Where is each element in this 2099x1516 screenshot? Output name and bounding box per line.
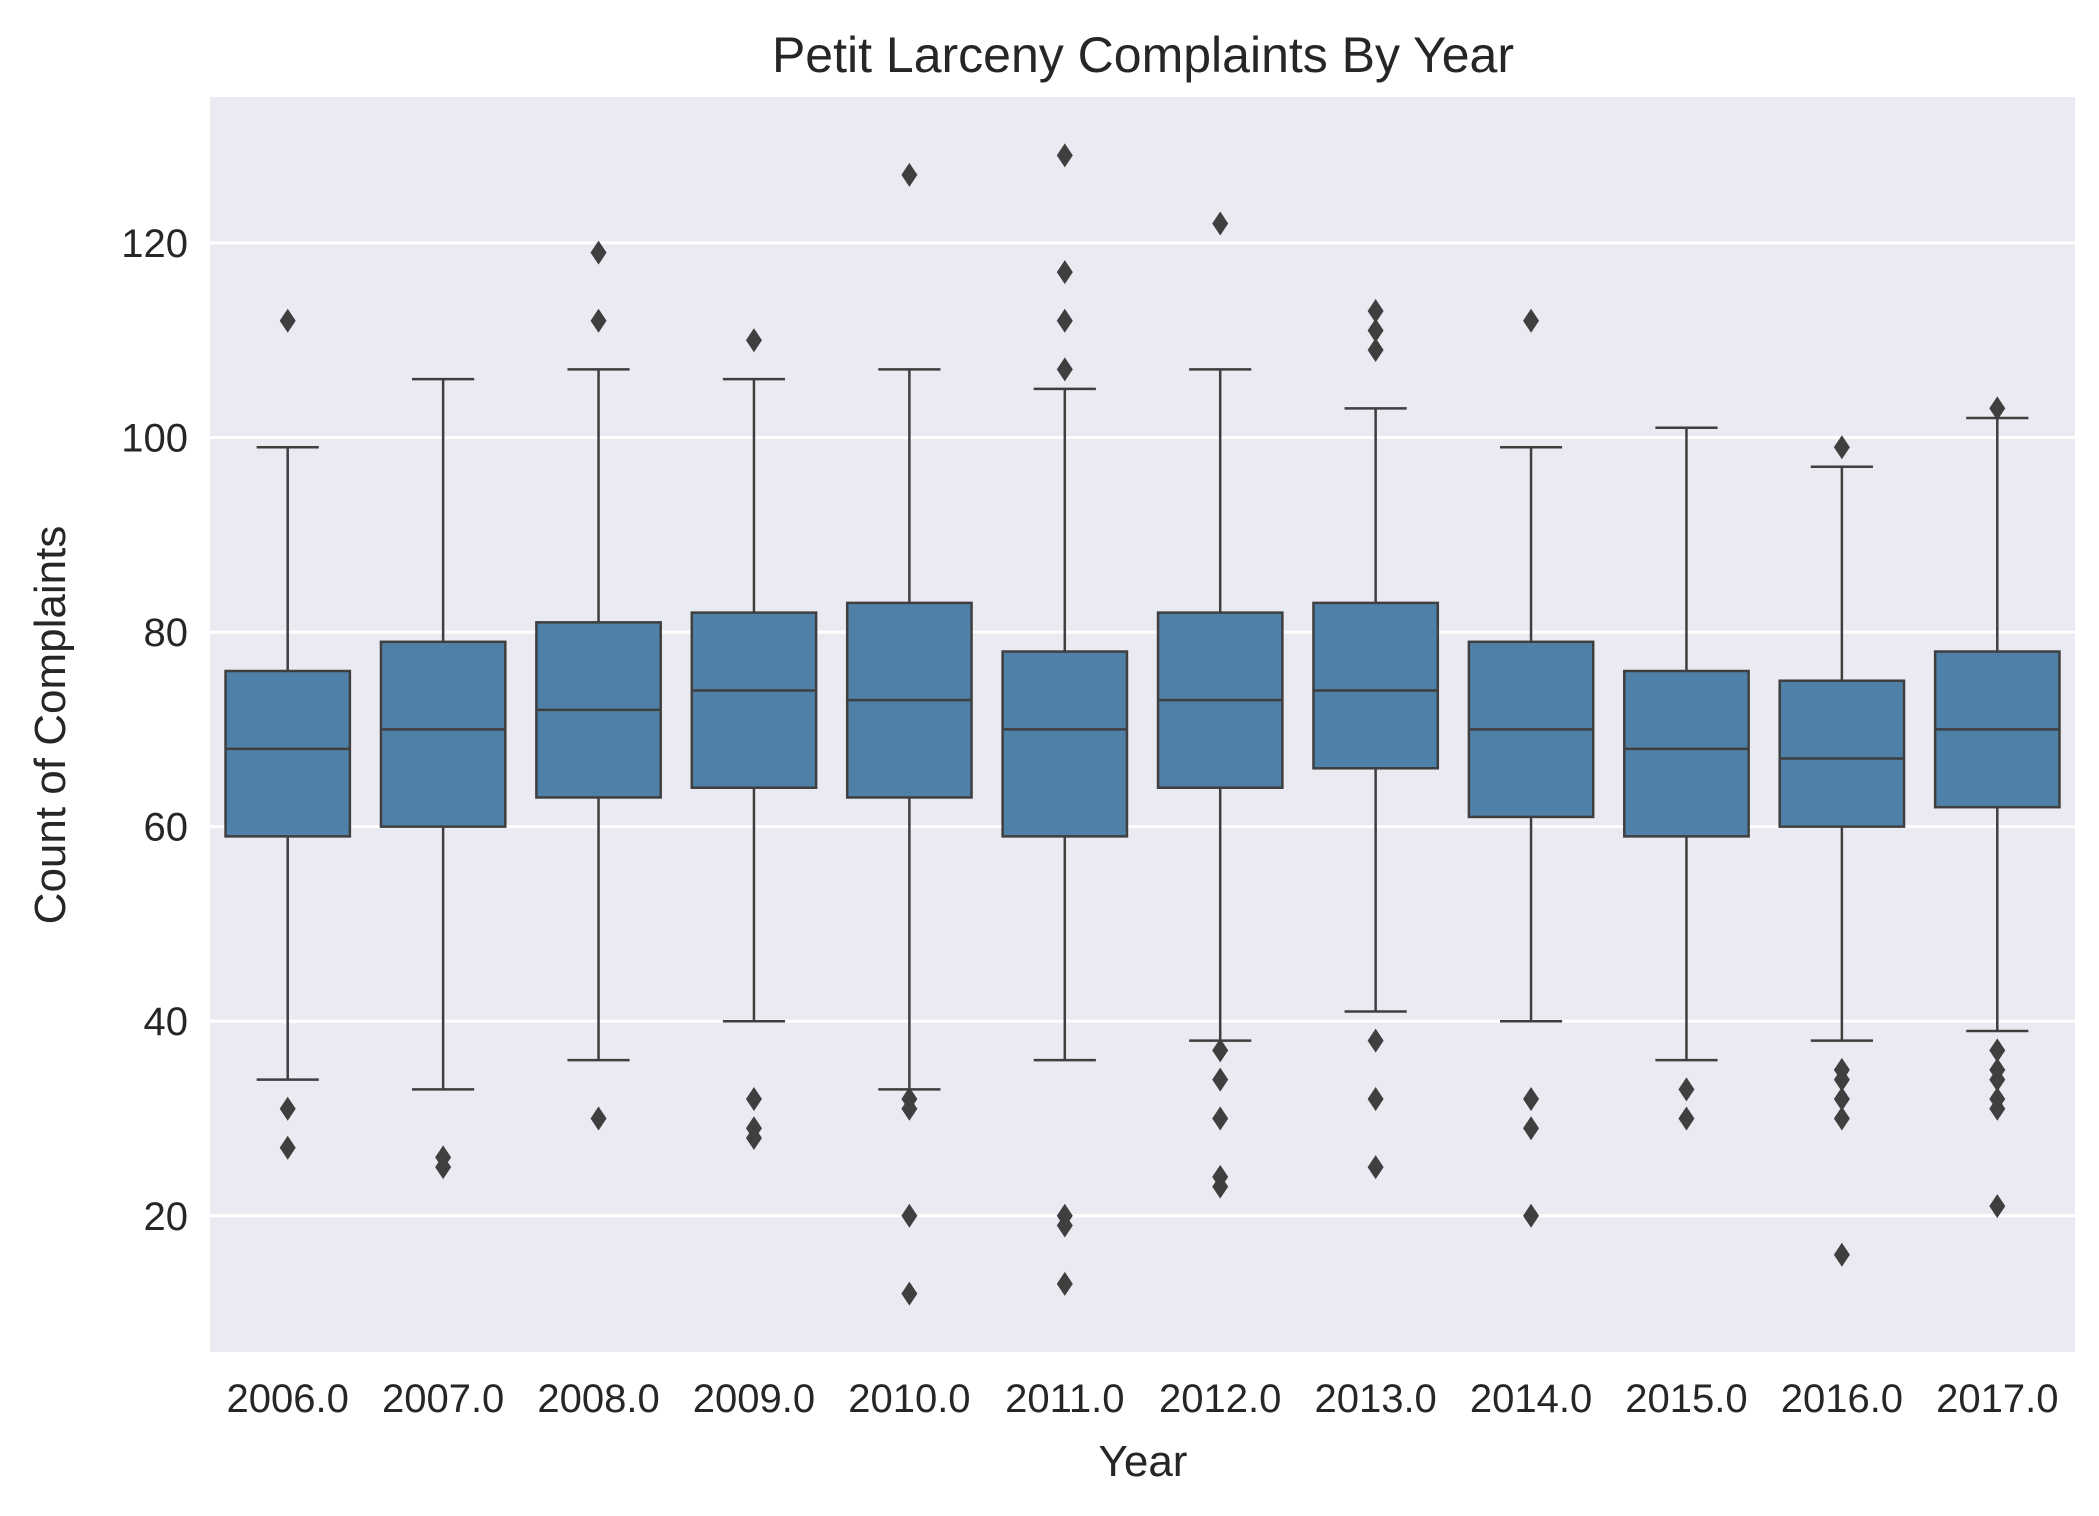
outlier-point: [1367, 1087, 1384, 1112]
outlier-point: [1989, 1067, 2006, 1092]
box-2016.0: [1778, 435, 1906, 1267]
box-2006.0: [224, 308, 352, 1160]
box-iqr: [224, 669, 352, 838]
outlier-point: [745, 1087, 762, 1112]
outlier-point: [1989, 1038, 2006, 1063]
outlier-point: [1833, 1106, 1850, 1131]
grid-lines: [210, 241, 2075, 1218]
outlier-point: [1833, 1242, 1850, 1267]
outlier-point: [1678, 1106, 1695, 1131]
y-tick-label: 60: [144, 806, 189, 850]
outlier-point: [1989, 1096, 2006, 1121]
x-tick-label: 2013.0: [1314, 1377, 1436, 1421]
outlier-point: [1056, 1271, 1073, 1296]
outlier-point: [901, 162, 918, 187]
y-tick-label: 100: [121, 417, 188, 461]
outlier-point: [590, 240, 607, 265]
x-tick-label: 2014.0: [1470, 1377, 1592, 1421]
x-tick-label: 2017.0: [1936, 1377, 2058, 1421]
x-tick-label: 2007.0: [382, 1377, 504, 1421]
outlier-point: [590, 308, 607, 333]
y-tick-label: 80: [144, 611, 189, 655]
x-tick-label: 2011.0: [1005, 1377, 1124, 1421]
box-iqr: [1312, 601, 1440, 770]
outlier-point: [1212, 1174, 1229, 1199]
box-series: [224, 143, 2061, 1306]
outlier-point: [1056, 260, 1073, 285]
box-2012.0: [1156, 211, 1284, 1199]
x-tick-label: 2009.0: [693, 1377, 815, 1421]
outlier-point: [901, 1096, 918, 1121]
y-tick-labels: 20 40 60 80 100 120: [121, 222, 188, 1239]
outlier-point: [1523, 1116, 1540, 1141]
y-axis-label: Count of Complaints: [26, 526, 75, 925]
box-2015.0: [1623, 426, 1750, 1131]
outlier-point: [1367, 1028, 1384, 1053]
outlier-point: [1833, 1067, 1850, 1092]
outlier-point: [1523, 1203, 1540, 1228]
outlier-point: [745, 1125, 762, 1150]
outlier-point: [901, 1203, 918, 1228]
x-tick-label: 2016.0: [1781, 1377, 1903, 1421]
x-tick-label: 2006.0: [227, 1377, 349, 1421]
outlier-point: [279, 1096, 296, 1121]
outlier-point: [279, 1135, 296, 1160]
y-tick-label: 20: [144, 1195, 189, 1239]
outlier-point: [279, 308, 296, 333]
box-2008.0: [535, 240, 662, 1131]
outlier-point: [1367, 299, 1384, 324]
box-iqr: [379, 640, 507, 828]
box-iqr: [1778, 679, 1906, 828]
outlier-point: [1056, 357, 1073, 382]
x-tick-label: 2008.0: [537, 1377, 659, 1421]
outlier-point: [1678, 1077, 1695, 1102]
x-tick-labels: 2006.0 2007.0 2008.0 2009.0 2010.0 2011.0 2012…: [227, 1377, 2059, 1421]
outlier-point: [435, 1155, 452, 1180]
box-2014.0: [1467, 308, 1595, 1228]
outlier-point: [1989, 396, 2006, 421]
outlier-point: [1833, 1087, 1850, 1112]
box-2011.0: [1001, 143, 1129, 1296]
outlier-point: [745, 328, 762, 353]
box-iqr: [690, 611, 818, 789]
outlier-point: [1523, 1087, 1540, 1112]
outlier-point: [590, 1106, 607, 1131]
outlier-point: [1523, 308, 1540, 333]
outlier-point: [1367, 337, 1384, 362]
box-iqr: [1623, 669, 1750, 838]
plot-area: [210, 97, 2075, 1352]
outlier-point: [1367, 318, 1384, 343]
box-2010.0: [845, 162, 973, 1306]
outlier-point: [901, 1281, 918, 1306]
chart-title: Petit Larceny Complaints By Year: [772, 27, 1514, 83]
outlier-point: [1833, 435, 1850, 460]
outlier-point: [1212, 211, 1229, 236]
outlier-point: [1056, 308, 1073, 333]
box-2017.0: [1933, 396, 2061, 1219]
outlier-point: [1056, 143, 1073, 168]
outlier-point: [1212, 1067, 1229, 1092]
x-tick-label: 2010.0: [848, 1377, 970, 1421]
outlier-point: [1367, 1155, 1384, 1180]
box-2007.0: [379, 377, 507, 1180]
outlier-point: [1056, 1213, 1073, 1238]
box-2013.0: [1312, 299, 1440, 1180]
box-2009.0: [690, 328, 818, 1150]
outlier-point: [1212, 1038, 1229, 1063]
x-tick-label: 2015.0: [1625, 1377, 1747, 1421]
outlier-point: [1212, 1106, 1229, 1131]
y-tick-label: 120: [121, 222, 188, 266]
box-iqr: [1001, 650, 1129, 838]
y-tick-label: 40: [144, 1000, 189, 1044]
outlier-point: [1989, 1194, 2006, 1219]
x-axis-label: Year: [1099, 1437, 1188, 1486]
x-tick-label: 2012.0: [1159, 1377, 1281, 1421]
